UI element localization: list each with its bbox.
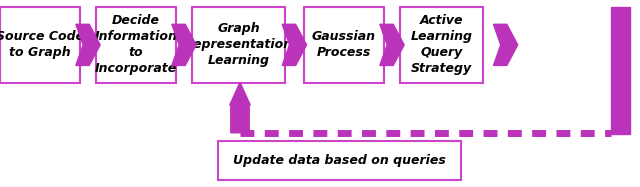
FancyBboxPatch shape — [0, 7, 80, 83]
FancyBboxPatch shape — [192, 7, 285, 83]
Polygon shape — [493, 24, 518, 65]
Polygon shape — [230, 82, 250, 133]
Text: Active
Learning
Query
Strategy: Active Learning Query Strategy — [411, 14, 472, 75]
Polygon shape — [282, 24, 307, 65]
Text: Source Code
to Graph: Source Code to Graph — [0, 30, 84, 59]
FancyBboxPatch shape — [218, 141, 461, 180]
FancyBboxPatch shape — [96, 7, 176, 83]
Polygon shape — [172, 24, 196, 65]
Text: Decide
Information
to
Incorporate: Decide Information to Incorporate — [95, 14, 177, 75]
Text: Graph
Representation
Learning: Graph Representation Learning — [184, 22, 292, 67]
Bar — [611, 7, 630, 134]
Text: Update data based on queries: Update data based on queries — [233, 154, 445, 167]
Text: Gaussian
Process: Gaussian Process — [312, 30, 376, 59]
Polygon shape — [76, 24, 100, 65]
FancyBboxPatch shape — [400, 7, 483, 83]
Polygon shape — [380, 24, 404, 65]
FancyBboxPatch shape — [304, 7, 384, 83]
